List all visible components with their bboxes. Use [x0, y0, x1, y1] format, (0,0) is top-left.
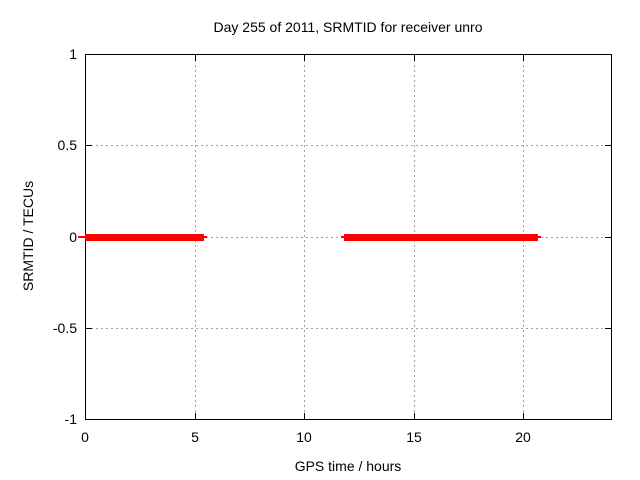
x-axis-label: GPS time / hours — [294, 458, 402, 474]
x-tick-top — [414, 55, 415, 61]
data-line-cap — [341, 236, 344, 238]
data-line-segment — [344, 234, 538, 241]
y-tick-left — [86, 419, 92, 420]
x-tick-label: 10 — [296, 429, 312, 445]
x-tick-label: 15 — [406, 429, 422, 445]
y-tick-right — [605, 237, 611, 238]
y-tick-label: -0.5 — [52, 320, 77, 336]
gridline-horizontal — [86, 145, 610, 146]
y-tick-right — [605, 54, 611, 55]
x-tick-bottom — [195, 413, 196, 419]
y-tick-left — [86, 145, 92, 146]
y-tick-left — [86, 54, 92, 55]
y-tick-label: 1 — [69, 46, 77, 62]
y-tick-label: 0.5 — [57, 137, 77, 153]
x-tick-bottom — [85, 413, 86, 419]
data-line-segment — [85, 234, 204, 241]
x-tick-top — [85, 55, 86, 61]
x-tick-bottom — [414, 413, 415, 419]
gridline-horizontal — [86, 328, 610, 329]
data-line-cap — [204, 236, 207, 238]
y-tick-right — [605, 145, 611, 146]
gridline-vertical — [304, 55, 305, 418]
x-tick-bottom — [304, 413, 305, 419]
x-tick-label: 5 — [191, 429, 199, 445]
x-tick-top — [304, 55, 305, 61]
y-tick-label: 0 — [69, 229, 77, 245]
x-tick-top — [195, 55, 196, 61]
x-tick-label: 20 — [515, 429, 531, 445]
y-tick-right — [605, 328, 611, 329]
data-line-cap — [78, 236, 85, 238]
chart-title: Day 255 of 2011, SRMTID for receiver unr… — [213, 19, 483, 35]
data-line-cap — [538, 236, 541, 238]
x-tick-label: 0 — [81, 429, 89, 445]
y-tick-left — [86, 328, 92, 329]
y-tick-label: -1 — [64, 411, 77, 427]
x-tick-top — [523, 55, 524, 61]
x-tick-bottom — [523, 413, 524, 419]
y-tick-right — [605, 419, 611, 420]
